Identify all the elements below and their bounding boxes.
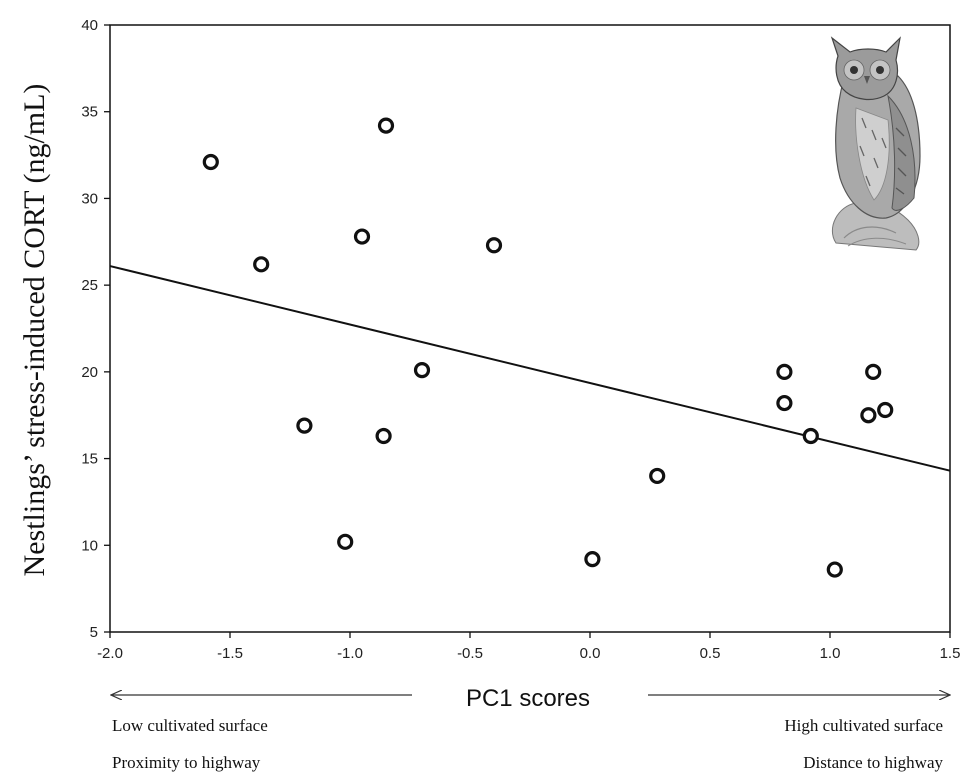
data-point: [860, 407, 877, 424]
low-cultivated-surface-label: Low cultivated surface: [112, 716, 268, 735]
regression-line: [109, 265, 951, 472]
data-point: [584, 551, 601, 568]
data-point: [776, 363, 793, 380]
data-points: [202, 117, 894, 578]
proximity-to-highway-label: Proximity to highway: [112, 753, 261, 772]
y-tick-label: 35: [81, 104, 98, 121]
data-point: [377, 117, 395, 134]
data-point: [649, 467, 666, 485]
high-cultivated-surface-label: High cultivated surface: [784, 716, 943, 735]
data-point: [865, 363, 882, 380]
data-point: [485, 237, 503, 254]
data-point: [413, 362, 431, 379]
data-point: [353, 228, 371, 245]
x-tick-label: 1.0: [820, 645, 841, 662]
data-point: [802, 427, 819, 445]
data-point: [776, 394, 793, 412]
y-tick-label: 10: [81, 537, 98, 554]
data-point: [253, 256, 270, 273]
y-axis-ticks: 5 10 15 20 25 30 35 40: [81, 17, 110, 641]
plot-frame: [109, 24, 951, 633]
data-point: [826, 561, 843, 578]
x-tick-label: -1.5: [217, 645, 243, 662]
x-axis-label: PC1 scores: [466, 685, 590, 712]
x-tick-label: 0.0: [580, 645, 601, 662]
x-tick-label: -0.5: [457, 645, 483, 662]
data-point: [337, 533, 354, 550]
x-tick-label: -2.0: [97, 645, 123, 662]
y-axis-label: Nestlings’ stress-induced CORT (ng/mL): [18, 84, 51, 577]
y-tick-label: 15: [81, 451, 98, 468]
y-tick-label: 25: [81, 277, 98, 294]
x-tick-label: -1.0: [337, 645, 363, 662]
y-tick-label: 40: [81, 17, 98, 34]
data-point: [296, 417, 313, 434]
owl-illustration: [830, 36, 921, 251]
y-tick-label: 5: [90, 624, 98, 641]
data-point: [877, 401, 894, 419]
data-point: [202, 153, 219, 171]
x-axis-ticks: -2.0 -1.5 -1.0 -0.5 0.0 0.5 1.0 1.5: [97, 632, 960, 662]
y-tick-label: 30: [81, 190, 98, 207]
x-tick-label: 1.5: [940, 645, 961, 662]
data-point: [375, 427, 392, 445]
x-tick-label: 0.5: [700, 645, 721, 662]
y-tick-label: 20: [81, 364, 98, 381]
distance-to-highway-label: Distance to highway: [803, 753, 943, 772]
